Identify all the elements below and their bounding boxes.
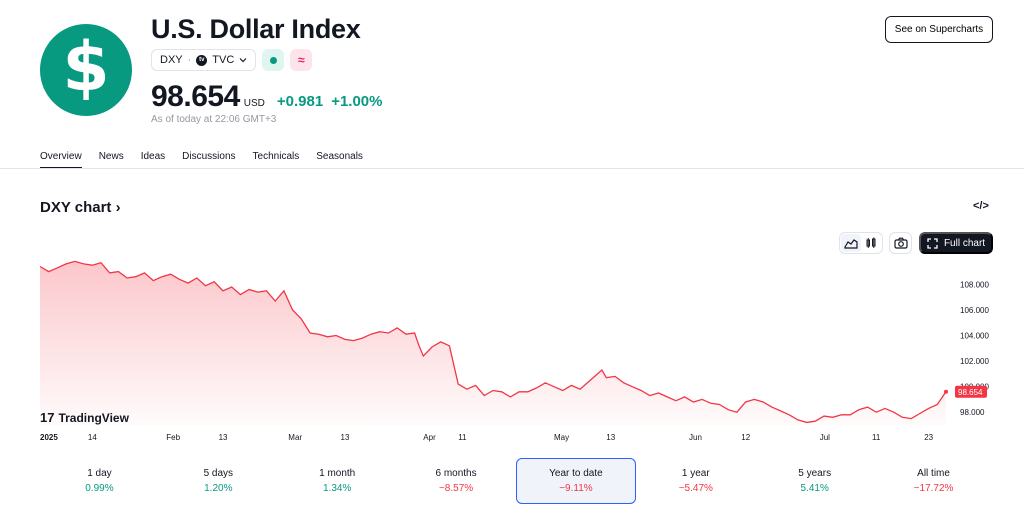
chevron-down-icon — [239, 58, 247, 63]
y-tick-label: 106.000 — [960, 306, 989, 315]
tradingview-logo-icon: 17 — [40, 410, 55, 425]
change-absolute: +0.981 — [276, 93, 324, 110]
period-button-1[interactable]: 5 days 1.20% — [159, 458, 278, 504]
period-change: 5.41% — [800, 483, 829, 494]
currency-label: USD — [243, 98, 265, 109]
period-label: 5 years — [798, 468, 832, 479]
x-tick-label: 2025 — [40, 433, 58, 442]
price-line — [39, 260, 947, 424]
x-tick-label: 12 — [741, 433, 750, 442]
tab-discussions[interactable]: Discussions — [182, 151, 236, 162]
last-point — [944, 389, 948, 394]
symbol-tags: DXY · tv TVC ≈ — [151, 49, 313, 71]
tabs-divider — [0, 168, 1024, 169]
camera-icon[interactable] — [889, 232, 912, 254]
y-tick-label: 104.000 — [960, 332, 989, 341]
x-tick-label: 13 — [341, 433, 350, 442]
y-tick-label: 108.000 — [960, 280, 989, 289]
tradingview-badge-icon: tv — [196, 54, 208, 66]
chart-title: DXY chart — [40, 199, 112, 216]
last-price: 98.654 — [151, 80, 240, 113]
x-tick-label: 14 — [88, 433, 97, 442]
approx-wave-icon: ≈ — [298, 53, 305, 67]
change-percent: +1.00% — [331, 93, 383, 110]
dollar-logo: $ — [40, 24, 132, 116]
period-change: 1.20% — [204, 483, 233, 494]
full-chart-button[interactable]: Full chart — [919, 232, 993, 254]
y-tick-label: 98.000 — [960, 408, 985, 417]
page-title: U.S. Dollar Index — [151, 14, 361, 44]
y-tick-label: 102.000 — [960, 357, 989, 366]
period-button-0[interactable]: 1 day 0.99% — [40, 458, 159, 504]
section-tabs: Overview News Ideas Discussions Technica… — [40, 144, 1024, 169]
period-change: −9.11% — [559, 483, 593, 494]
see-on-supercharts-button[interactable]: See on Supercharts — [885, 16, 993, 43]
derived-data-button[interactable]: ≈ — [290, 49, 313, 71]
tab-ideas[interactable]: Ideas — [140, 151, 166, 162]
x-tick-label: Jun — [689, 433, 702, 442]
x-tick-label: Jul — [820, 433, 830, 442]
chart-style-toggle — [839, 232, 883, 254]
period-button-6[interactable]: 5 years 5.41% — [755, 458, 874, 504]
period-button-2[interactable]: 1 month 1.34% — [278, 458, 397, 504]
tab-technicals[interactable]: Technicals — [252, 151, 300, 162]
market-open-icon — [269, 56, 277, 64]
dxy-area-chart[interactable]: 108.000106.000104.000102.000100.00098.00… — [0, 255, 1024, 450]
chart-title-link[interactable]: DXY chart › — [40, 199, 121, 216]
period-change: 0.99% — [85, 483, 114, 494]
period-change: −8.57% — [438, 483, 474, 494]
x-tick-label: 23 — [924, 433, 933, 442]
last-price-tag — [955, 385, 987, 398]
price-row: 98.654 USD +0.981 +1.00% — [151, 80, 386, 114]
area-fill — [40, 261, 946, 425]
x-tick-label: 11 — [872, 433, 881, 442]
dollar-icon: $ — [62, 28, 110, 107]
full-chart-label: Full chart — [943, 237, 986, 249]
x-tick-label: Feb — [166, 433, 180, 442]
period-label: 1 year — [681, 468, 710, 479]
watermark-text: TradingView — [58, 410, 129, 425]
period-button-7[interactable]: All time −17.72% — [874, 458, 993, 504]
period-label: 1 day — [87, 468, 112, 479]
area-chart-icon[interactable] — [841, 234, 861, 252]
fullscreen-icon — [927, 237, 938, 249]
period-label: 5 days — [203, 468, 234, 479]
separator-dot: · — [187, 54, 192, 66]
period-label: Year to date — [549, 468, 603, 479]
tradingview-watermark: 17 TradingView — [40, 410, 129, 425]
period-change: −17.72% — [913, 483, 954, 494]
x-tick-label: 13 — [219, 433, 228, 442]
candles-icon[interactable] — [861, 234, 881, 252]
tab-seasonals[interactable]: Seasonals — [316, 151, 363, 162]
exchange-label: TVC — [212, 54, 235, 66]
symbol-label: DXY — [160, 54, 183, 66]
period-label: 6 months — [435, 468, 477, 479]
tab-overview[interactable]: Overview — [40, 144, 82, 169]
period-button-5[interactable]: 1 year −5.47% — [636, 458, 755, 504]
last-price-tag-text: 98.654 — [958, 388, 983, 397]
code-icon[interactable]: </> — [973, 200, 989, 212]
market-status-button[interactable] — [262, 49, 285, 71]
chevron-right-icon: › — [115, 199, 121, 216]
x-tick-label: Mar — [288, 433, 302, 442]
x-tick-label: 13 — [606, 433, 615, 442]
period-label: 1 month — [319, 468, 356, 479]
x-tick-label: May — [554, 433, 569, 442]
x-tick-label: Apr — [423, 433, 436, 442]
symbol-exchange-dropdown[interactable]: DXY · tv TVC — [151, 49, 257, 71]
period-button-3[interactable]: 6 months −8.57% — [397, 458, 516, 504]
period-label: All time — [917, 468, 950, 479]
tab-news[interactable]: News — [98, 151, 124, 162]
period-change: −5.47% — [678, 483, 713, 494]
as-of-timestamp: As of today at 22:06 GMT+3 — [151, 114, 277, 125]
period-selector: 1 day 0.99% 5 days 1.20% 1 month 1.34% 6 month… — [40, 458, 993, 504]
period-button-4[interactable]: Year to date −9.11% — [515, 458, 637, 504]
period-change: 1.34% — [323, 483, 352, 494]
x-tick-label: 11 — [458, 433, 467, 442]
